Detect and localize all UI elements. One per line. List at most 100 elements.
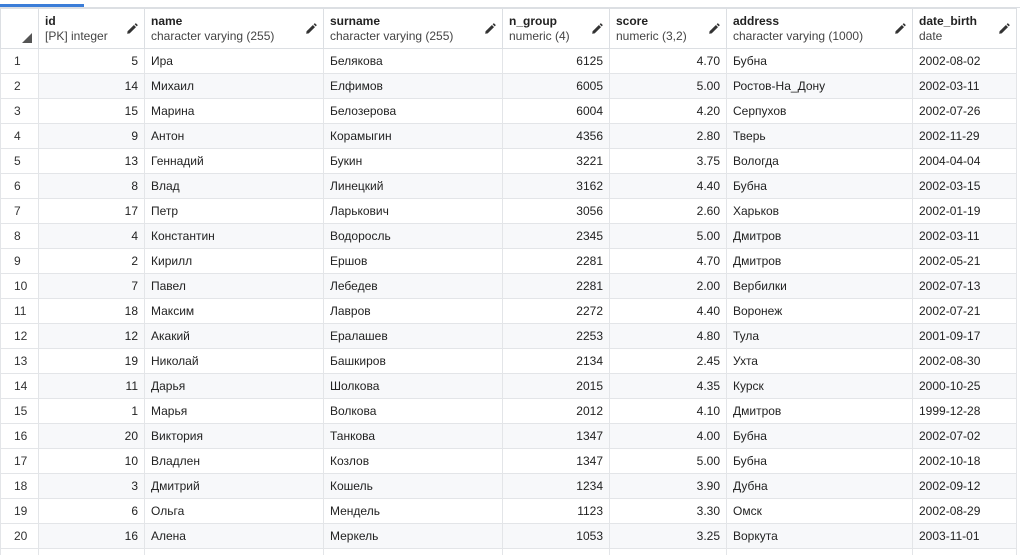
cell-surname[interactable]: Белозерова — [323, 98, 503, 124]
column-header-score[interactable]: score numeric (3,2) — [609, 8, 727, 49]
cell-address[interactable]: Ростов-На_Дону — [726, 73, 913, 99]
column-header-n-group[interactable]: n_group numeric (4) — [502, 8, 610, 49]
cell-address[interactable]: Дмитров — [726, 398, 913, 424]
cell-date-birth[interactable]: 1999-12-28 — [912, 398, 1017, 424]
cell-name[interactable]: Павел — [144, 273, 324, 299]
cell-id[interactable]: 9 — [38, 123, 145, 149]
cell-date-birth[interactable]: 2002-10-18 — [912, 448, 1017, 474]
cell-n-group[interactable]: 1234 — [502, 473, 610, 499]
cell-id[interactable]: 7 — [38, 273, 145, 299]
cell-score[interactable]: 2.45 — [609, 348, 727, 374]
cell-score[interactable]: 5.00 — [609, 223, 727, 249]
cell-surname[interactable]: Лавров — [323, 298, 503, 324]
cell-surname[interactable]: Ералашев — [323, 323, 503, 349]
cell-id[interactable]: 1 — [38, 398, 145, 424]
row-number[interactable]: 18 — [0, 473, 39, 499]
cell-surname[interactable]: Танкова — [323, 423, 503, 449]
pencil-icon[interactable] — [305, 23, 317, 35]
cell-n-group[interactable]: 2345 — [502, 223, 610, 249]
cell-score[interactable]: 3.90 — [609, 473, 727, 499]
cell-name[interactable]: Геннадий — [144, 148, 324, 174]
cell-surname[interactable]: Букин — [323, 148, 503, 174]
cell-id[interactable]: 5 — [38, 48, 145, 74]
row-number[interactable]: 11 — [0, 298, 39, 324]
cell-id[interactable]: 6 — [38, 498, 145, 524]
cell-date-birth[interactable]: 2002-03-11 — [912, 73, 1017, 99]
row-number[interactable]: 5 — [0, 148, 39, 174]
cell-date-birth[interactable]: 2002-08-02 — [912, 48, 1017, 74]
table-row[interactable]: 19 6 Ольга Мендель 1123 3.30 Омск 2002-08-29 — [0, 498, 1017, 524]
row-number[interactable]: 6 — [0, 173, 39, 199]
cell-id[interactable]: 8 — [38, 173, 145, 199]
cell-id[interactable]: 2 — [38, 248, 145, 274]
cell-address[interactable]: Бубна — [726, 448, 913, 474]
cell-id[interactable]: 13 — [38, 148, 145, 174]
cell-name[interactable]: Владлен — [144, 448, 324, 474]
cell-name[interactable]: Николай — [144, 348, 324, 374]
cell-surname[interactable]: Меркель — [323, 523, 503, 549]
row-number[interactable]: 10 — [0, 273, 39, 299]
cell-name[interactable]: Акакий — [144, 323, 324, 349]
cell-address[interactable]: Ухта — [726, 348, 913, 374]
cell-score[interactable]: 2.80 — [609, 123, 727, 149]
pencil-icon[interactable] — [708, 23, 720, 35]
cell-date-birth[interactable]: 2000-10-25 — [912, 373, 1017, 399]
cell-n-group[interactable]: 3056 — [502, 198, 610, 224]
cell-score[interactable]: 3.30 — [609, 498, 727, 524]
cell-address[interactable]: Дубна — [726, 473, 913, 499]
cell-address[interactable]: Тверь — [726, 123, 913, 149]
table-row[interactable]: 20 16 Алена Меркель 1053 3.25 Воркута 2003-11-0… — [0, 523, 1017, 549]
cell-id[interactable]: 18 — [38, 298, 145, 324]
row-number[interactable]: 17 — [0, 448, 39, 474]
cell-n-group[interactable]: 2012 — [502, 398, 610, 424]
cell-date-birth[interactable]: 2002-03-15 — [912, 173, 1017, 199]
cell-address[interactable]: Тула — [726, 323, 913, 349]
cell-address[interactable]: Серпухов — [726, 98, 913, 124]
cell-id[interactable]: 19 — [38, 348, 145, 374]
cell-name[interactable]: Ольга — [144, 498, 324, 524]
cell-date-birth[interactable]: 2002-05-21 — [912, 248, 1017, 274]
cell-address[interactable]: Вербилки — [726, 273, 913, 299]
cell-surname[interactable]: Башкиров — [323, 348, 503, 374]
column-header-date-birth[interactable]: date_birth date — [912, 8, 1017, 49]
table-row[interactable]: 9 2 Кирилл Ершов 2281 4.70 Дмитров 2002-05-21 — [0, 248, 1017, 274]
cell-address[interactable]: Курск — [726, 373, 913, 399]
cell-date-birth[interactable]: 2002-08-29 — [912, 498, 1017, 524]
cell-id[interactable]: 16 — [38, 523, 145, 549]
table-row[interactable]: 3 15 Марина Белозерова 6004 4.20 Серпухов 2002-… — [0, 98, 1017, 124]
cell-address[interactable]: Бубна — [726, 173, 913, 199]
cell-surname[interactable]: Ларькович — [323, 198, 503, 224]
cell-score[interactable]: 2.60 — [609, 198, 727, 224]
cell-n-group[interactable]: 1347 — [502, 423, 610, 449]
cell-name[interactable]: Петр — [144, 198, 324, 224]
row-number[interactable]: 19 — [0, 498, 39, 524]
cell-n-group[interactable]: 2272 — [502, 298, 610, 324]
table-row[interactable]: 4 9 Антон Корамыгин 4356 2.80 Тверь 2002-11-29 — [0, 123, 1017, 149]
cell-n-group[interactable]: 3162 — [502, 173, 610, 199]
cell-name[interactable]: Влад — [144, 173, 324, 199]
table-row[interactable]: 2 14 Михаил Елфимов 6005 5.00 Ростов-На_Дону 20… — [0, 73, 1017, 99]
cell-surname[interactable]: Волкова — [323, 398, 503, 424]
cell-score[interactable]: 4.35 — [609, 373, 727, 399]
cell-date-birth[interactable]: 2002-07-13 — [912, 273, 1017, 299]
cell-address[interactable]: Воронеж — [726, 298, 913, 324]
row-number[interactable]: 1 — [0, 48, 39, 74]
cell-name[interactable]: Ира — [144, 48, 324, 74]
cell-id[interactable]: 11 — [38, 373, 145, 399]
row-number[interactable]: 12 — [0, 323, 39, 349]
cell-date-birth[interactable]: 2002-08-30 — [912, 348, 1017, 374]
cell-date-birth[interactable]: 2002-07-02 — [912, 423, 1017, 449]
column-header-surname[interactable]: surname character varying (255) — [323, 8, 503, 49]
cell-address[interactable]: Дмитров — [726, 223, 913, 249]
cell-date-birth[interactable]: 2002-03-11 — [912, 223, 1017, 249]
cell-surname[interactable]: Линецкий — [323, 173, 503, 199]
table-row[interactable]: 13 19 Николай Башкиров 2134 2.45 Ухта 2002-08-3… — [0, 348, 1017, 374]
row-number[interactable]: 13 — [0, 348, 39, 374]
cell-name[interactable]: Марья — [144, 398, 324, 424]
cell-name[interactable]: Антон — [144, 123, 324, 149]
cell-n-group[interactable]: 1053 — [502, 523, 610, 549]
cell-id[interactable]: 17 — [38, 198, 145, 224]
cell-surname[interactable]: Белякова — [323, 48, 503, 74]
corner-triangle-icon[interactable] — [22, 33, 32, 43]
cell-date-birth[interactable]: 2001-09-17 — [912, 323, 1017, 349]
